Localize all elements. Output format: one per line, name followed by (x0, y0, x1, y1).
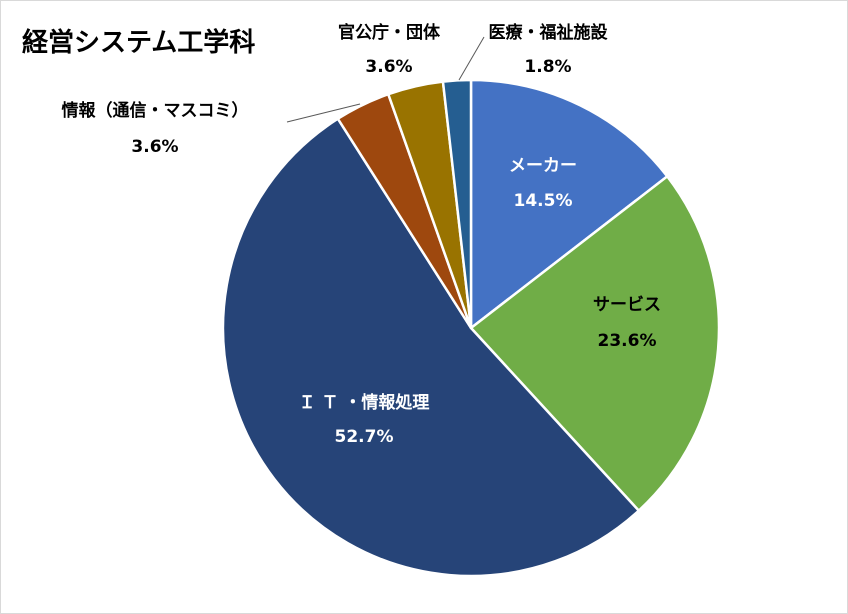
pie-slice-0 (469, 78, 669, 330)
slice-label-5: 医療・福祉施設 (489, 22, 609, 43)
leader-line-5 (458, 36, 485, 81)
slice-pct-0: 14.5% (514, 191, 573, 211)
slice-label-2: Ｉ Ｔ ・情報処理 (299, 392, 430, 413)
slice-pct-3: 3.6% (131, 137, 178, 157)
leader-line-3 (286, 103, 361, 123)
pie-slice-2 (221, 117, 641, 578)
slice-label-0: メーカー (509, 156, 577, 176)
slice-label-1: サービス (593, 295, 661, 315)
slice-label-3: 情報（通信・マスコミ） (62, 100, 249, 121)
pie-slice-1 (469, 175, 721, 512)
slice-pct-5: 1.8% (524, 57, 571, 77)
slice-pct-4: 3.6% (365, 57, 412, 77)
slice-pct-2: 52.7% (335, 427, 394, 447)
chart-title: 経営システム工学科 (22, 28, 256, 58)
pie-slice-5 (441, 78, 473, 330)
slice-pct-1: 23.6% (598, 331, 657, 351)
slice-label-4: 官公庁・団体 (338, 22, 441, 43)
